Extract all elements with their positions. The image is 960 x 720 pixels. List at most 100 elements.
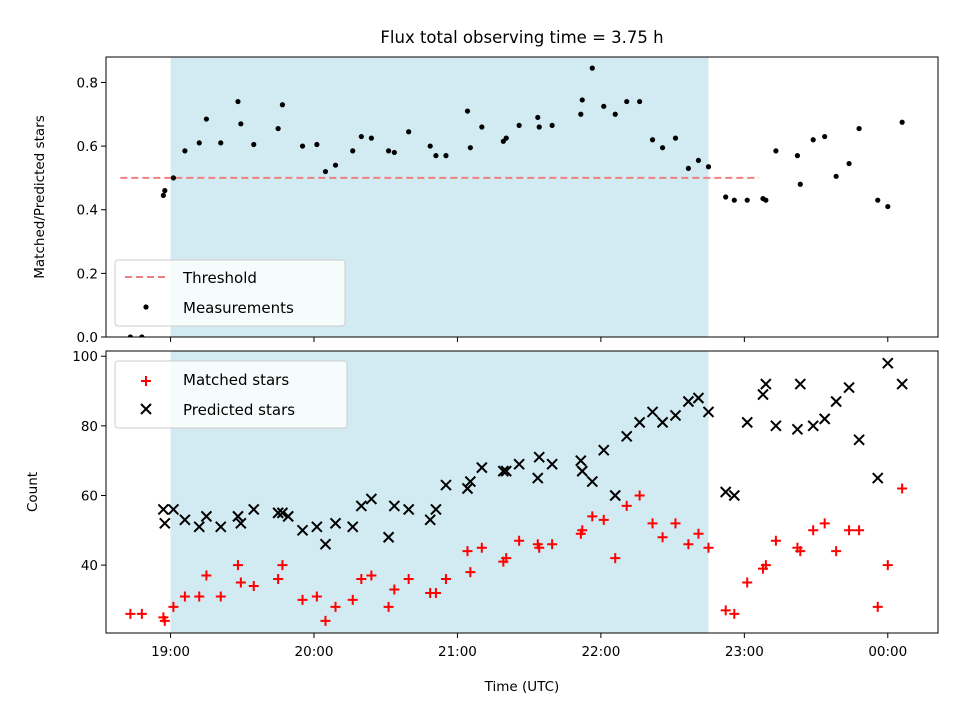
matched-stars-point	[179, 591, 190, 602]
predicted-stars-point	[388, 500, 401, 512]
measurement-point	[139, 334, 145, 337]
predicted-stars-point	[430, 503, 442, 516]
measurement-point	[385, 148, 392, 154]
measurement-point	[251, 141, 257, 148]
legend-box	[114, 360, 348, 429]
measurement-point	[443, 153, 449, 159]
y-tick-label: 0.8	[77, 75, 98, 91]
measurement-point	[822, 133, 828, 140]
legend-counts: Matched stars Predicted stars	[114, 360, 348, 429]
matched-stars-point	[760, 560, 771, 571]
legend-ratio: Threshold Measurements	[114, 259, 346, 327]
predicted-stars-point	[424, 514, 436, 526]
matched-stars-point	[383, 601, 394, 612]
measurement-point	[358, 133, 364, 140]
predicted-stars-point	[276, 507, 289, 519]
predicted-stars-point	[402, 503, 415, 516]
matched-stars-point	[610, 553, 621, 564]
matched-stars-point	[330, 601, 341, 612]
measurement-point	[685, 165, 692, 171]
matched-stars-point	[297, 594, 308, 605]
measurement-point	[391, 149, 397, 156]
matched-stars-point	[320, 615, 331, 626]
predicted-stars-point	[476, 461, 488, 474]
predicted-stars-point	[461, 482, 474, 495]
matched-stars-point	[587, 511, 598, 522]
measurement-point	[797, 181, 803, 187]
x-tick-label: 20:00	[295, 644, 334, 660]
measurement-point	[856, 125, 862, 132]
legend-predicted-swatch	[140, 403, 152, 415]
matched-stars-point	[465, 567, 476, 578]
matched-stars-point	[440, 574, 451, 585]
predicted-stars-point	[382, 531, 395, 543]
measurement-point	[659, 145, 666, 151]
predicted-stars-point	[272, 507, 284, 519]
matched-stars-point	[235, 577, 246, 588]
measurement-point	[705, 164, 712, 170]
predicted-stars-point	[843, 381, 855, 394]
matched-stars-point	[159, 615, 170, 626]
measurement-point	[846, 160, 852, 167]
predicted-stars-point	[830, 395, 842, 408]
count-panel: 40 60 80 100 19:00 20:00 21:00 22:00 23:00 00:00 C…	[25, 349, 939, 695]
figure-title: Flux total observing time = 3.75 h	[380, 28, 663, 47]
predicted-stars-point	[818, 413, 831, 425]
predicted-stars-point	[497, 465, 510, 477]
matched-stars-point	[248, 581, 259, 591]
predicted-stars-point	[576, 465, 588, 477]
predicted-stars-point	[719, 486, 732, 498]
predicted-stars-point	[311, 521, 323, 533]
measurement-point	[695, 157, 702, 164]
y-tick-label: 60	[81, 488, 98, 504]
measurement-point	[467, 145, 473, 151]
predicted-stars-point	[692, 392, 705, 404]
measurement-point	[516, 122, 522, 129]
measurement-point	[350, 148, 356, 154]
measurement-point	[464, 108, 471, 114]
matched-stars-point	[897, 483, 908, 494]
predicted-stars-point	[232, 510, 244, 523]
axes-frame	[105, 56, 939, 338]
matched-stars-point	[277, 560, 288, 571]
measurement-point	[160, 192, 166, 199]
matched-stars-point	[795, 546, 806, 557]
matched-stars-point	[882, 560, 893, 571]
matched-stars-point	[215, 591, 226, 602]
measurement-point	[238, 121, 244, 127]
matched-stars-point	[770, 535, 781, 546]
measurement-point	[536, 124, 542, 130]
measurement-point	[433, 153, 439, 159]
x-tick-label: 21:00	[438, 644, 477, 660]
matched-stars-point	[430, 587, 441, 598]
predicted-stars-point	[235, 517, 247, 530]
matched-stars-point	[389, 584, 400, 595]
measurement-point	[503, 135, 509, 141]
predicted-stars-point	[633, 416, 646, 429]
y-axis-label: Count	[25, 472, 41, 512]
predicted-stars-point	[513, 458, 525, 470]
predicted-stars-point	[200, 510, 213, 523]
predicted-stars-point	[682, 395, 695, 408]
x-tick-label: 23:00	[725, 644, 764, 660]
predicted-stars-point	[347, 521, 359, 533]
matched-stars-point	[366, 570, 377, 581]
ratio-panel: 0.0 0.2 0.4 0.6 0.8 Matched/Predicted stars Th…	[32, 56, 939, 346]
matched-stars-point	[683, 539, 694, 550]
predicted-stars-point	[728, 489, 741, 502]
predicted-stars-point	[757, 388, 769, 401]
matched-stars-point	[356, 574, 367, 585]
y-tick-label: 40	[81, 558, 98, 574]
legend-measurements-swatch	[143, 304, 149, 310]
data-layer	[125, 357, 908, 626]
legend-threshold-label: Threshold	[182, 269, 257, 287]
matched-stars-point	[403, 574, 414, 585]
matched-stars-point	[872, 601, 883, 612]
predicted-stars-point	[248, 503, 260, 516]
predicted-stars-point	[440, 479, 452, 491]
predicted-stars-point	[575, 454, 587, 467]
matched-stars-point	[547, 539, 558, 550]
axes-frame	[105, 350, 939, 634]
y-tick-label: 100	[72, 349, 98, 365]
